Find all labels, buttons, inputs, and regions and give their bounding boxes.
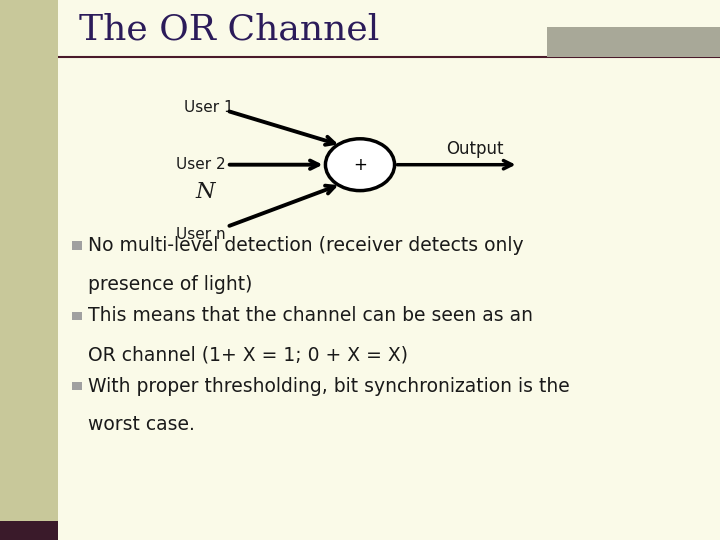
Text: worst case.: worst case.	[88, 415, 195, 435]
Text: OR channel (1+ X = 1; 0 + X = X): OR channel (1+ X = 1; 0 + X = X)	[88, 345, 408, 364]
Text: User 1: User 1	[184, 100, 233, 116]
Text: User n: User n	[176, 227, 226, 242]
Text: With proper thresholding, bit synchronization is the: With proper thresholding, bit synchroniz…	[88, 376, 570, 396]
Circle shape	[325, 139, 395, 191]
Bar	[72, 382, 82, 390]
Text: +: +	[353, 156, 367, 174]
Bar	[0, 521, 58, 540]
Text: No multi-level detection (receiver detects only: No multi-level detection (receiver detec…	[88, 236, 523, 255]
Text: Output: Output	[446, 139, 504, 158]
Text: The OR Channel: The OR Channel	[79, 13, 379, 46]
Bar	[72, 241, 82, 250]
Bar	[547, 27, 720, 57]
Text: This means that the channel can be seen as an: This means that the channel can be seen …	[88, 306, 533, 326]
Text: User 2: User 2	[176, 157, 226, 172]
Text: N: N	[195, 181, 215, 202]
Text: presence of light): presence of light)	[88, 275, 253, 294]
Bar	[72, 312, 82, 320]
Bar	[0, 0, 58, 540]
